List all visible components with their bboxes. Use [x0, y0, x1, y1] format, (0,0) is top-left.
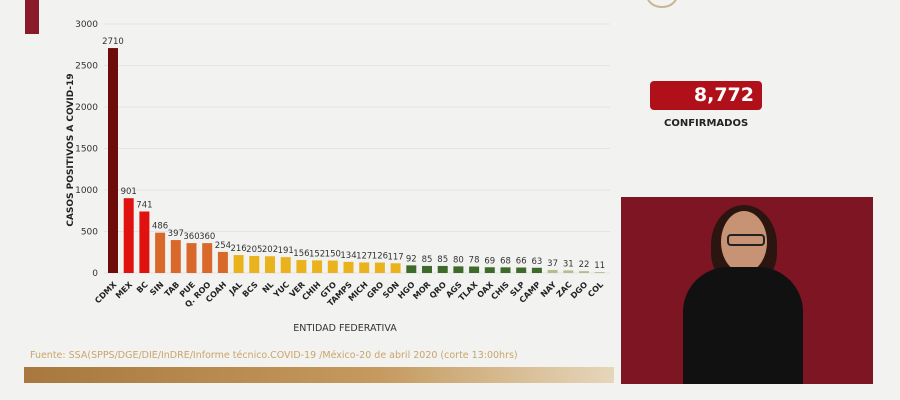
y-tick-label: 1500	[75, 145, 98, 155]
bar-slp	[516, 267, 527, 273]
bar-mor	[422, 265, 432, 273]
x-tick-label: GRO	[365, 280, 385, 300]
bar-jal	[233, 255, 244, 273]
bar-coah	[217, 251, 228, 273]
footer-band	[24, 367, 614, 383]
bar-dgo	[579, 271, 589, 273]
value-label: 31	[563, 259, 574, 269]
value-label: 85	[437, 255, 448, 265]
x-tick-label: BCS	[241, 280, 260, 299]
value-label: 254	[215, 241, 231, 251]
bar-chih	[312, 260, 323, 273]
bar-tlax	[469, 266, 480, 273]
x-axis-label: ENTIDAD FEDERATIVA	[293, 323, 397, 334]
y-tick-label: 3000	[75, 20, 98, 30]
value-label: 80	[453, 255, 464, 265]
bar-bc	[139, 211, 150, 273]
value-label: 360	[199, 232, 215, 242]
bar-tab	[170, 240, 181, 273]
y-tick-label: 2500	[75, 62, 98, 72]
bar-qroo	[202, 243, 213, 273]
x-tick-label: QRO	[428, 280, 448, 300]
x-tick-label: BC	[135, 280, 150, 295]
x-tick-label: DGO	[569, 280, 590, 301]
value-label: 741	[136, 200, 152, 210]
value-label: 2710	[102, 37, 124, 47]
bar-ags	[453, 266, 464, 273]
y-axis-label: CASOS POSITIVOS A COVID-19	[66, 73, 76, 226]
y-tick-label: 500	[81, 228, 98, 238]
bar-cdmx	[108, 48, 118, 273]
x-tick-label: MOR	[411, 280, 432, 301]
value-label: 127	[356, 251, 372, 261]
value-label: 191	[278, 246, 294, 256]
x-tick-label: CHIS	[489, 280, 511, 302]
bar-bcs	[249, 255, 260, 273]
bar-sin	[155, 232, 166, 273]
source-note: Fuente: SSA(SPPS/DGE/DIE/InDRE/Informe t…	[30, 350, 518, 361]
header-corner-accent	[25, 0, 39, 34]
value-label: 134	[340, 251, 356, 261]
value-label: 205	[246, 245, 262, 255]
y-tick-label: 1000	[75, 186, 98, 196]
value-label: 360	[183, 232, 199, 242]
value-label: 397	[168, 229, 184, 239]
value-label: 117	[387, 252, 403, 262]
bar-hgo	[406, 265, 417, 273]
value-label: 216	[230, 244, 246, 254]
bar-tamps	[343, 261, 354, 273]
sign-language-video	[621, 197, 873, 384]
value-label: 486	[152, 222, 168, 232]
bar-col	[594, 272, 605, 273]
bar-chis	[500, 267, 511, 273]
bar-nay	[547, 269, 558, 273]
bar-yuc	[280, 257, 291, 273]
value-label: 68	[500, 256, 511, 266]
value-label: 11	[594, 261, 605, 271]
y-tick-label: 2000	[75, 103, 98, 113]
bar-gto	[327, 260, 338, 273]
value-label: 202	[262, 245, 278, 255]
value-label: 126	[372, 252, 388, 262]
value-label: 901	[121, 187, 137, 197]
bar-son	[390, 263, 401, 273]
x-tick-label: YUC	[271, 280, 291, 300]
value-label: 152	[309, 249, 325, 259]
value-label: 22	[579, 260, 590, 270]
value-label: 63	[531, 257, 542, 267]
value-label: 66	[516, 257, 527, 267]
confirmed-count-badge: 8,772	[650, 81, 762, 110]
bar-pue	[186, 243, 197, 273]
bar-oax	[484, 267, 495, 273]
bar-ver	[296, 260, 307, 273]
bar-mich	[359, 262, 370, 273]
glasses-icon	[727, 234, 765, 246]
value-label: 37	[547, 259, 558, 269]
x-tick-label: TAB	[163, 280, 181, 298]
bar-zac	[563, 270, 574, 273]
x-tick-label: NAY	[539, 280, 558, 299]
value-label: 156	[293, 249, 309, 259]
interpreter-body	[683, 267, 803, 384]
bar-gro	[374, 262, 385, 273]
bar-nl	[265, 256, 275, 273]
confirmed-label: CONFIRMADOS	[664, 118, 749, 129]
value-label: 78	[469, 256, 480, 266]
value-label: 69	[484, 256, 495, 266]
value-label: 92	[406, 254, 417, 264]
y-tick-label: 0	[92, 269, 98, 279]
x-tick-label: COL	[586, 280, 605, 299]
bar-qro	[437, 265, 448, 273]
value-label: 150	[325, 250, 341, 260]
x-tick-label: MEX	[114, 279, 135, 300]
bar-mex	[123, 198, 134, 273]
x-tick-label: SIN	[148, 280, 165, 297]
value-label: 85	[422, 255, 433, 265]
bar-camp	[531, 267, 542, 273]
